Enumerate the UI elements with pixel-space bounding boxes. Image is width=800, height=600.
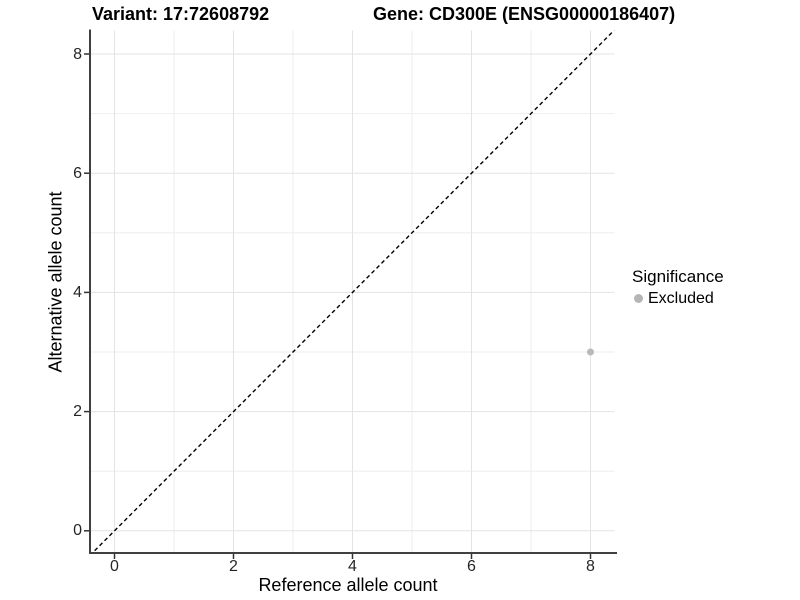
x-tick-label: 8 — [586, 558, 595, 575]
x-tick-label: 2 — [229, 558, 238, 575]
plot-title-variant: Variant: 17:72608792 — [92, 4, 270, 24]
legend-items: Excluded — [630, 289, 724, 308]
identity-line — [91, 30, 615, 553]
legend: Significance Excluded — [630, 266, 724, 308]
legend-title: Significance — [632, 267, 724, 286]
y-tick-label: 0 — [73, 522, 82, 540]
x-axis-title: Reference allele count — [258, 575, 438, 595]
legend-item: Excluded — [630, 289, 724, 308]
y-tick-label: 6 — [73, 164, 82, 182]
data-point — [587, 348, 594, 356]
x-tick-label: 6 — [467, 558, 476, 575]
y-tick-label: 2 — [73, 403, 82, 421]
legend-point-icon — [634, 294, 643, 303]
legend-item-label: Excluded — [648, 290, 714, 307]
plot-title-gene: Gene: CD300E (ENSG00000186407) — [373, 4, 676, 24]
x-tick-label: 4 — [348, 558, 357, 575]
y-tick-label: 4 — [73, 283, 82, 301]
y-tick-label: 8 — [73, 45, 82, 63]
x-tick-label: 0 — [110, 558, 119, 575]
y-axis-title: Alternative allele count — [45, 191, 66, 373]
